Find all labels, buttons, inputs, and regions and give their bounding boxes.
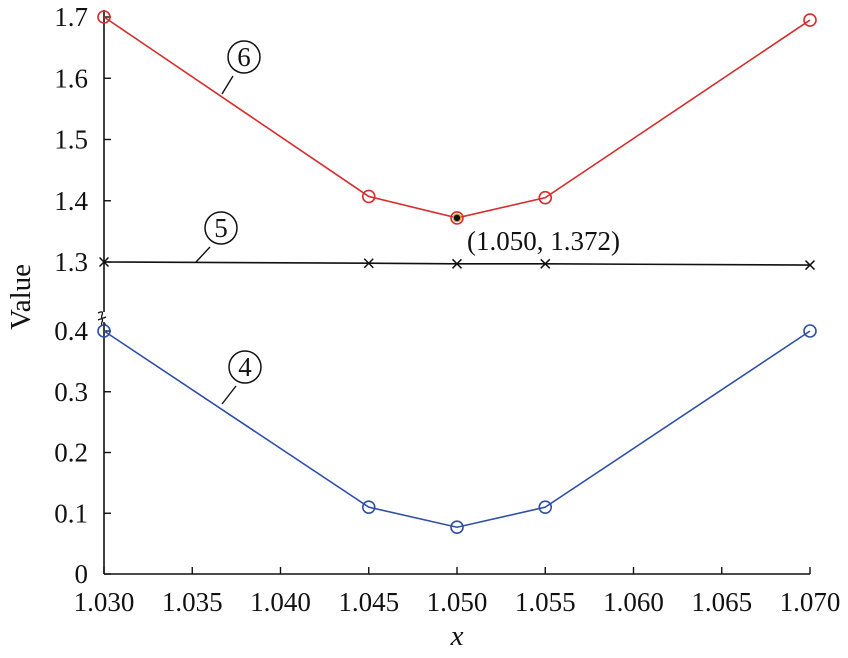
data-point-4 — [361, 500, 376, 514]
data-point-4 — [803, 324, 817, 338]
axis-break-mark — [97, 318, 107, 326]
y-tick-label: 1.6 — [54, 63, 88, 93]
y-tick-label: 1.4 — [54, 186, 88, 216]
y-tick-label: 1.3 — [54, 247, 88, 277]
y-tick-label: 1.7 — [54, 2, 88, 32]
y-tick-label: 1.5 — [54, 125, 88, 155]
y-tick-label: 0.2 — [54, 438, 88, 468]
data-point-6 — [450, 211, 464, 225]
y-tick-label: 0.3 — [54, 377, 88, 407]
axis-break-mark — [97, 311, 107, 319]
x-tick-label: 1.035 — [162, 587, 223, 617]
data-point-4 — [538, 500, 553, 514]
series-line-4 — [103, 330, 811, 529]
x-tick-label: 1.050 — [427, 587, 488, 617]
data-point-5 — [363, 258, 374, 269]
series-label-6: 6 — [237, 42, 251, 72]
x-tick-label: 1.070 — [780, 587, 841, 617]
series-label-circle — [228, 350, 262, 384]
data-point-5 — [540, 258, 551, 269]
axes: 1.030 1.035 1.040 1.045 1.050 1.055 1.060 1.065… — [54, 2, 840, 617]
x-tick-label: 1.055 — [515, 587, 576, 617]
series-layer — [97, 10, 817, 535]
y-tick-label: 0.1 — [54, 498, 88, 528]
data-point-6 — [361, 189, 376, 204]
series-label-5: 5 — [214, 213, 228, 243]
series-label-leader — [195, 246, 211, 263]
series-label-leader — [221, 385, 237, 405]
data-point-4 — [97, 324, 111, 338]
series-line-6 — [103, 16, 811, 219]
x-tick-label: 1.045 — [338, 587, 399, 617]
series-label-4: 4 — [238, 352, 252, 382]
data-point-5 — [98, 256, 110, 268]
series-label-circle — [204, 211, 238, 245]
x-axis-title: x — [450, 620, 464, 652]
x-tick-label: 1.030 — [74, 587, 135, 617]
data-point-5 — [804, 260, 816, 271]
series-label-leader — [221, 75, 234, 95]
labels-layer: (1.050, 1.372) 6 5 4 — [195, 40, 620, 405]
series-label-circle — [227, 40, 261, 74]
y-axis-title: Value — [5, 264, 37, 330]
data-point-4 — [450, 520, 464, 535]
highlight-point — [452, 213, 462, 223]
annotation-label: (1.050, 1.372) — [467, 226, 620, 256]
x-tick-label: 1.040 — [250, 587, 311, 617]
y-tick-label: 0 — [75, 559, 89, 589]
data-point-6 — [803, 13, 817, 27]
y-tick-label: 0.4 — [54, 316, 88, 346]
x-tick-label: 1.065 — [691, 587, 752, 617]
data-point-5 — [451, 258, 463, 269]
data-point-6 — [538, 190, 553, 205]
x-tick-label: 1.060 — [603, 587, 664, 617]
data-point-6 — [97, 10, 111, 24]
